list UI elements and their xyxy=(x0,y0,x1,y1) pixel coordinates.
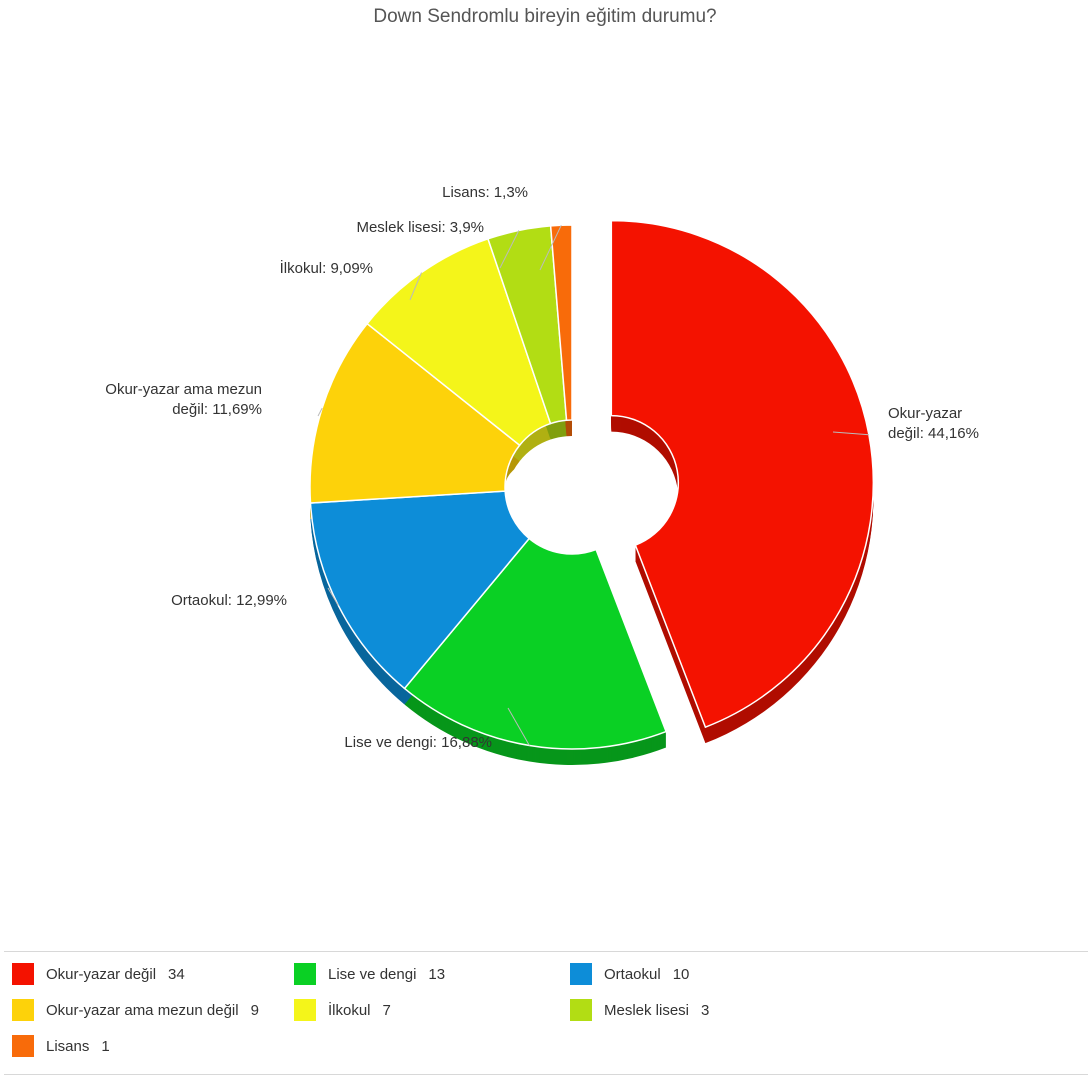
pie-center-hole xyxy=(505,452,639,522)
pie-slice-layer xyxy=(309,219,875,750)
slice-label-okur-yazar-degil: Okur-yazar değil: 44,16% xyxy=(888,405,979,442)
legend-item: Meslek lisesi 3 xyxy=(570,998,709,1022)
legend-count: 34 xyxy=(168,965,185,983)
legend-item: Okur-yazar değil 34 xyxy=(12,962,185,986)
label-layer: Okur-yazar değil: 44,16% Lise ve dengi: 16… xyxy=(105,184,979,751)
legend-swatch xyxy=(294,963,316,985)
leader-line-ortaokul xyxy=(327,587,339,606)
legend-item: Ortaokul 10 xyxy=(570,962,689,986)
legend: Okur-yazar değil 34 Lise ve dengi 13 Ortaoku… xyxy=(4,951,1088,1075)
legend-swatch xyxy=(570,963,592,985)
legend-swatch xyxy=(12,1035,34,1057)
leader-line-meslek-lisesi xyxy=(499,230,520,269)
legend-label: Okur-yazar ama mezun değil xyxy=(46,1001,239,1019)
legend-swatch xyxy=(570,999,592,1021)
legend-label: Okur-yazar değil xyxy=(46,965,157,983)
slice-okur-yazar-ama-mezun-degil xyxy=(309,322,521,504)
legend-item: Lise ve dengi 13 xyxy=(294,962,445,986)
legend-label: Lise ve dengi xyxy=(328,965,417,983)
legend-count: 3 xyxy=(701,1001,710,1019)
pie-hole-layer xyxy=(505,452,639,522)
legend-swatch xyxy=(12,963,34,985)
leader-line-lisans xyxy=(539,224,562,271)
legend-count: 10 xyxy=(672,965,690,983)
legend-count: 1 xyxy=(101,1037,110,1055)
slice-ortaokul xyxy=(309,490,531,690)
slice-label-lisans: Lisans: 1,3% xyxy=(442,184,528,201)
slice-lisans xyxy=(549,224,573,422)
slice-okur-yazar-degil xyxy=(610,219,875,729)
legend-count: 9 xyxy=(250,1001,259,1019)
slice-label-meslek-lisesi: Meslek lisesi: 3,9% xyxy=(356,219,484,236)
legend-count: 7 xyxy=(382,1001,391,1019)
legend-item: Lisans 1 xyxy=(12,1034,110,1058)
legend-item: Okur-yazar ama mezun değil 9 xyxy=(12,998,259,1022)
leader-line-ilkokul xyxy=(409,272,422,301)
legend-swatch xyxy=(294,999,316,1021)
slice-label-lise-ve-dengi: Lise ve dengi: 16,88% xyxy=(344,734,492,751)
pie-chart: Okur-yazar değil: 44,16% Lise ve dengi: 16… xyxy=(105,184,979,765)
slice-label-okur-yazar-ama-mezun-degil: Okur-yazar ama mezun değil: 11,69% xyxy=(105,381,262,418)
slice-label-ortaokul: Ortaokul: 12,99% xyxy=(171,592,287,609)
slice-label-ilkokul: İlkokul: 9,09% xyxy=(280,259,373,277)
chart-title: Down Sendromlu bireyin eğitim durumu? xyxy=(373,6,717,27)
legend-item: İlkokul 7 xyxy=(294,998,391,1022)
leader-line-okur-yazar-ama-mezun-degil xyxy=(317,407,323,417)
slice-lise-ve-dengi xyxy=(403,537,668,750)
label-leader-layer xyxy=(317,224,869,746)
legend-count: 13 xyxy=(428,965,446,983)
legend-swatch xyxy=(12,999,34,1021)
legend-label: İlkokul xyxy=(328,1001,371,1019)
legend-label: Ortaokul xyxy=(604,965,661,983)
leader-line-lise-ve-dengi xyxy=(507,707,530,746)
legend-label: Meslek lisesi xyxy=(604,1001,690,1019)
legend-label: Lisans xyxy=(46,1037,90,1055)
leader-line-okur-yazar-degil xyxy=(832,431,869,436)
